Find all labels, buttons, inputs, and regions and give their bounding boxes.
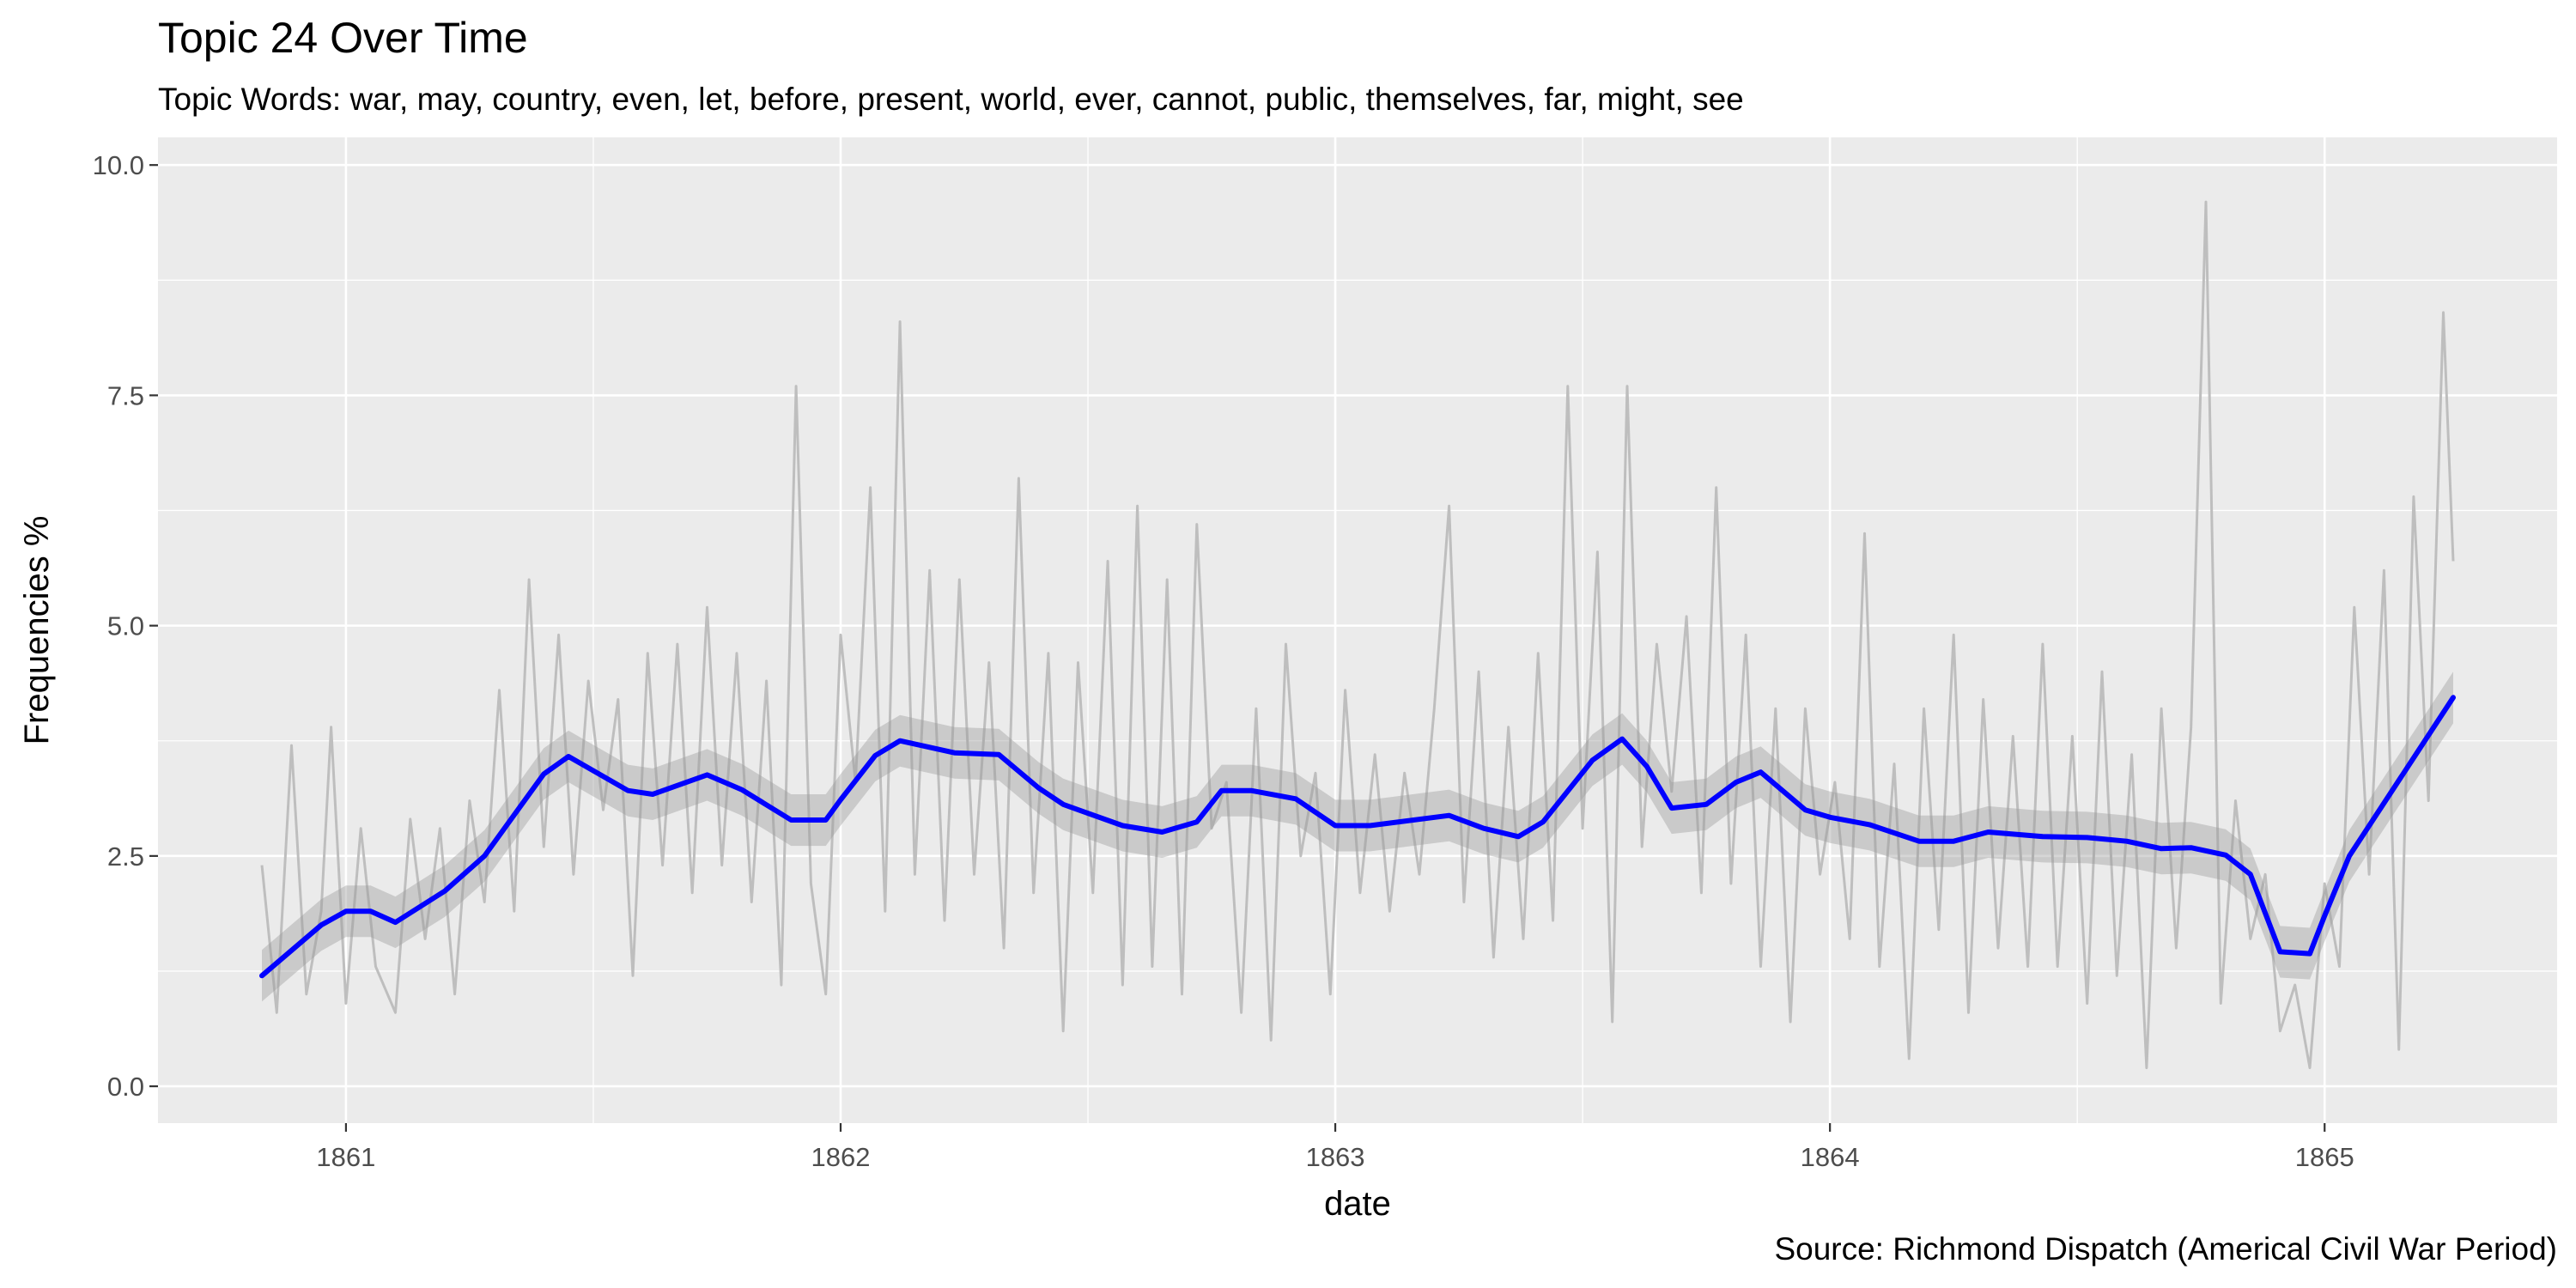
y-tick-label: 2.5 xyxy=(107,841,144,872)
chart-subtitle: Topic Words: war, may, country, even, le… xyxy=(158,82,1744,117)
chart-title: Topic 24 Over Time xyxy=(158,14,528,62)
smooth-trend-line xyxy=(259,695,2456,979)
x-tick-label: 1862 xyxy=(811,1142,871,1172)
grid-major xyxy=(158,137,2557,1123)
source-caption: Source: Richmond Dispatch (Americal Civi… xyxy=(1774,1231,2557,1267)
smooth-series-layer xyxy=(259,671,2456,1002)
raw-series-layer xyxy=(260,200,2455,1070)
y-tick-label: 5.0 xyxy=(107,611,144,641)
x-axis: 1861 1862 1863 1864 1865 xyxy=(316,1123,2354,1172)
x-tick-label: 1865 xyxy=(2295,1142,2354,1172)
raw-series-line xyxy=(260,200,2455,1070)
y-tick-label: 7.5 xyxy=(107,380,144,410)
x-axis-title: date xyxy=(1324,1185,1391,1223)
x-tick-label: 1861 xyxy=(316,1142,375,1172)
y-tick-label: 10.0 xyxy=(93,150,144,180)
y-axis-title: Frequencies % xyxy=(18,516,56,745)
x-tick-label: 1863 xyxy=(1306,1142,1365,1172)
y-axis: 0.0 2.5 5.0 7.5 10.0 xyxy=(93,150,158,1102)
y-tick-label: 0.0 xyxy=(107,1072,144,1102)
grid-minor xyxy=(158,137,2557,1123)
x-tick-label: 1864 xyxy=(1801,1142,1860,1172)
confidence-band xyxy=(262,671,2453,1002)
plot-panel xyxy=(158,137,2557,1123)
